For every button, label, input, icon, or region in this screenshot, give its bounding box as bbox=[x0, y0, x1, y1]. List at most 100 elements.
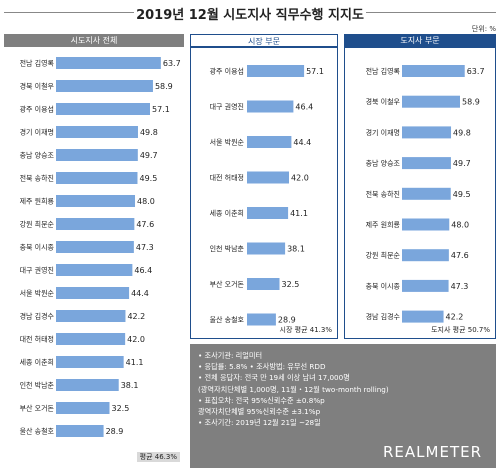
category-label: 울산 송철호 bbox=[210, 315, 245, 324]
panel-mayor-header: 시장 부문 bbox=[190, 34, 338, 47]
survey-info-box: • 조사기관: 리얼미터 • 응답률: 5.8% • 조사방법: 유무선 RDD •… bbox=[190, 344, 496, 468]
value-label: 48.0 bbox=[451, 221, 469, 230]
category-label: 제주 원희룡 bbox=[366, 220, 401, 229]
survey-info-line: • 전체 응답자: 전국 만 19세 이상 남녀 17,000명 bbox=[198, 373, 350, 383]
category-label: 부산 오거돈 bbox=[210, 280, 245, 289]
category-label: 인천 박남춘 bbox=[20, 381, 55, 390]
panel-mayor-frame bbox=[190, 47, 338, 339]
chart-mayor: 광주 이용섭 57.1 대구 권영진 46.4 서울 박원순 44.4 대전 허태정 42.0… bbox=[210, 65, 324, 326]
category-label: 세종 이춘희 bbox=[20, 358, 54, 367]
category-label: 전남 김영록 bbox=[20, 59, 55, 68]
bar bbox=[247, 65, 305, 77]
value-label: 46.4 bbox=[295, 103, 313, 112]
value-label: 57.1 bbox=[152, 105, 170, 114]
bar bbox=[247, 313, 276, 326]
realmeter-logo: REALMETER bbox=[383, 442, 482, 461]
value-label: 47.3 bbox=[451, 282, 469, 291]
bar bbox=[56, 333, 126, 345]
value-label: 49.8 bbox=[140, 128, 158, 137]
survey-info-line: • 표집오차: 전국 95%신뢰수준 ±0.8%p bbox=[198, 395, 325, 405]
bar bbox=[247, 100, 294, 113]
bar bbox=[56, 172, 138, 184]
bar bbox=[56, 57, 161, 69]
category-label: 광주 이용섭 bbox=[210, 67, 244, 76]
bar bbox=[247, 278, 280, 290]
bar bbox=[402, 95, 460, 108]
value-label: 47.6 bbox=[451, 251, 469, 260]
value-label: 28.9 bbox=[106, 427, 124, 436]
bar bbox=[402, 310, 444, 323]
value-label: 58.9 bbox=[155, 82, 173, 91]
bar bbox=[402, 218, 450, 231]
panel-all-header: 시도지사 전체 bbox=[4, 34, 184, 47]
bar bbox=[56, 149, 138, 161]
average-all: 평균 46.3% bbox=[136, 452, 180, 462]
value-label: 41.1 bbox=[290, 209, 308, 218]
category-label: 전남 김영록 bbox=[366, 67, 401, 76]
survey-info-line: 광역자치단체별 95%신뢰수준 ±3.1%p bbox=[198, 407, 321, 417]
panel-governor-header: 도지사 부문 bbox=[344, 34, 496, 47]
category-label: 울산 송철호 bbox=[20, 427, 55, 436]
unit-label: 단위: % bbox=[471, 25, 496, 33]
value-label: 49.5 bbox=[453, 190, 471, 199]
value-label: 42.2 bbox=[446, 313, 464, 322]
bar bbox=[56, 287, 130, 299]
value-label: 28.9 bbox=[278, 316, 296, 325]
category-label: 경북 이철우 bbox=[366, 97, 401, 106]
category-label: 제주 원희룡 bbox=[20, 197, 55, 206]
value-label: 42.0 bbox=[291, 174, 309, 183]
panel-governor-frame bbox=[344, 47, 496, 339]
category-label: 강원 최문순 bbox=[366, 251, 401, 260]
value-label: 46.4 bbox=[134, 266, 152, 275]
category-label: 대전 허태정 bbox=[210, 173, 244, 182]
bar bbox=[247, 207, 289, 219]
bar bbox=[56, 103, 150, 115]
bar bbox=[56, 218, 135, 230]
survey-info-line: • 응답률: 5.8% • 조사방법: 유무선 RDD bbox=[198, 362, 326, 372]
bar bbox=[56, 425, 104, 437]
category-label: 충남 양승조 bbox=[20, 151, 55, 160]
category-label: 세종 이춘희 bbox=[210, 209, 244, 218]
category-label: 강원 최문순 bbox=[20, 220, 55, 229]
panel-mayor: 시장 부문 광주 이용섭 57.1 대구 권영진 46.4 서울 박원순 44.4 대전 허… bbox=[190, 34, 338, 339]
bar bbox=[402, 249, 449, 262]
category-label: 대구 권영진 bbox=[210, 102, 244, 111]
value-label: 42.2 bbox=[127, 312, 145, 321]
category-label: 서울 박원순 bbox=[210, 138, 245, 147]
category-label: 전북 송하진 bbox=[20, 174, 54, 183]
bar bbox=[56, 356, 124, 368]
category-label: 경남 김경수 bbox=[366, 312, 401, 321]
value-label: 44.4 bbox=[293, 138, 311, 147]
category-label: 충남 양승조 bbox=[366, 159, 401, 168]
category-label: 서울 박원순 bbox=[20, 289, 55, 298]
value-label: 63.7 bbox=[467, 67, 485, 76]
category-label: 경기 이재명 bbox=[20, 128, 54, 137]
bar bbox=[56, 195, 136, 207]
bar bbox=[56, 264, 133, 276]
value-label: 44.4 bbox=[131, 289, 149, 298]
category-label: 전북 송하진 bbox=[366, 189, 400, 198]
panel-all: 시도지사 전체 전남 김영록 63.7 경북 이철우 58.9 광주 이용섭 57.1 경기… bbox=[4, 34, 184, 466]
bar bbox=[247, 171, 289, 184]
value-label: 49.7 bbox=[453, 159, 471, 168]
survey-info-line: • 조사기관: 리얼미터 bbox=[198, 351, 263, 360]
value-label: 57.1 bbox=[306, 67, 324, 76]
value-label: 58.9 bbox=[462, 98, 480, 107]
value-label: 47.3 bbox=[136, 243, 154, 252]
bar bbox=[56, 126, 138, 138]
bar bbox=[56, 241, 134, 253]
category-label: 경북 이철우 bbox=[20, 82, 55, 91]
bar bbox=[56, 80, 153, 92]
survey-info-lines: • 조사기관: 리얼미터 • 응답률: 5.8% • 조사방법: 유무선 RDD •… bbox=[198, 350, 488, 428]
value-label: 49.7 bbox=[140, 151, 158, 160]
category-label: 인천 박남춘 bbox=[210, 244, 245, 253]
bar bbox=[402, 157, 451, 170]
bar bbox=[247, 242, 286, 255]
bar bbox=[402, 126, 452, 139]
page-title: 2019년 12월 시도지사 직무수행 지지도 bbox=[136, 8, 364, 23]
survey-info-line: (광역자치단체별 1,000명, 11월・12월 two-month rolli… bbox=[198, 384, 389, 394]
category-label: 경남 김경수 bbox=[20, 312, 55, 321]
value-label: 32.5 bbox=[112, 404, 130, 413]
average-mayor: 시장 평균 41.3% bbox=[279, 326, 332, 334]
category-label: 대구 권영진 bbox=[20, 266, 54, 275]
